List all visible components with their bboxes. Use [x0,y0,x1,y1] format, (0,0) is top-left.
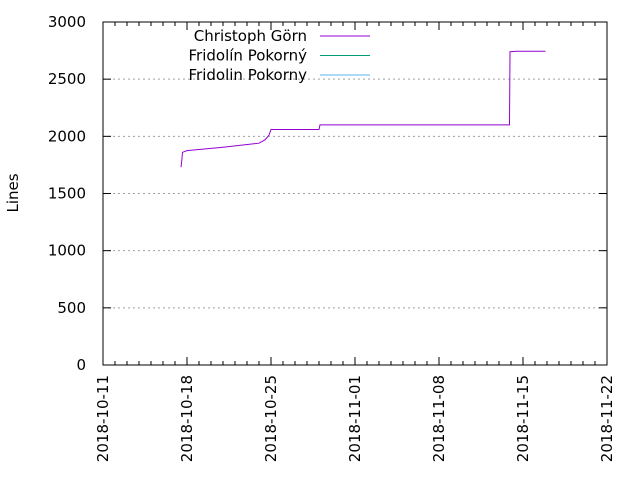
x-tick-label-4: 2018-11-08 [430,375,448,462]
x-tick-label-2: 2018-10-25 [262,375,280,462]
y-tick-label-3: 1500 [48,185,86,203]
grid-lines [103,78,607,309]
y-tick-label-2: 1000 [48,242,86,260]
y-axis-ticks: 0 500 1000 1500 2000 2500 3000 [48,13,607,374]
y-tick-label-1: 500 [57,299,86,317]
series-line-0 [180,50,546,168]
x-tick-label-6: 2018-11-22 [598,375,616,462]
x-tick-label-5: 2018-11-15 [514,375,532,462]
y-tick-label-0: 0 [76,356,86,374]
y-tick-label-6: 3000 [48,13,86,31]
legend-label-0: Christoph Görn [194,27,307,45]
x-tick-label-0: 2018-10-11 [94,375,112,462]
x-tick-label-1: 2018-10-18 [178,375,196,462]
y-axis-label: Lines [4,173,22,212]
legend-label-1: Fridolín Pokorný [189,47,308,65]
y-tick-label-4: 2000 [48,127,86,145]
x-axis-ticks: 2018-10-11 2018-10-18 2018-10-25 2018-11-01… [94,22,616,462]
x-tick-label-3: 2018-11-01 [346,375,364,462]
series-layer [180,50,546,168]
legend-label-2: Fridolin Pokorny [189,66,308,84]
y-tick-label-5: 2500 [48,70,86,88]
